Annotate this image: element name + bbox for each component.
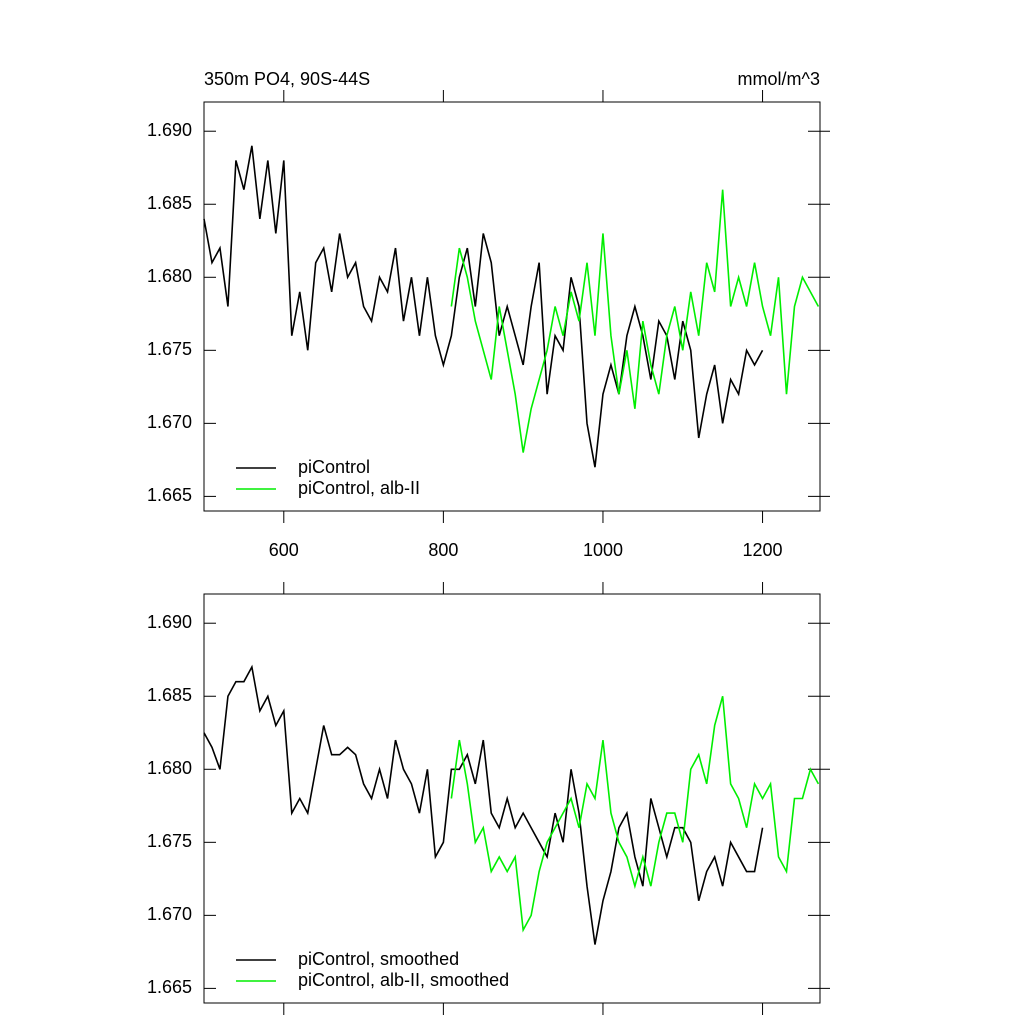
y-tick-label: 1.675 bbox=[147, 831, 192, 851]
y-tick-label: 1.680 bbox=[147, 758, 192, 778]
y-tick-label: 1.685 bbox=[147, 193, 192, 213]
x-tick-label: 1200 bbox=[743, 540, 783, 560]
x-tick-label: 1000 bbox=[583, 540, 623, 560]
x-tick-label: 600 bbox=[269, 540, 299, 560]
units-label: mmol/m^3 bbox=[738, 69, 820, 89]
y-tick-label: 1.675 bbox=[147, 339, 192, 359]
x-tick-label: 800 bbox=[428, 540, 458, 560]
y-tick-label: 1.665 bbox=[147, 977, 192, 997]
plot-frame bbox=[203, 101, 821, 512]
y-tick-label: 1.685 bbox=[147, 685, 192, 705]
plot-frame bbox=[203, 593, 821, 1004]
data-line bbox=[450, 696, 820, 933]
y-tick-label: 1.670 bbox=[147, 904, 192, 924]
y-tick-label: 1.690 bbox=[147, 120, 192, 140]
data-line bbox=[450, 189, 820, 453]
y-tick-label: 1.680 bbox=[147, 266, 192, 286]
legend-label: piControl, alb-II bbox=[298, 478, 420, 498]
legend-label: piControl, alb-II, smoothed bbox=[298, 970, 509, 990]
y-tick-label: 1.670 bbox=[147, 412, 192, 432]
y-tick-label: 1.690 bbox=[147, 612, 192, 632]
data-line bbox=[203, 145, 764, 468]
legend-label: piControl, smoothed bbox=[298, 949, 459, 969]
legend-label: piControl bbox=[298, 457, 370, 477]
y-tick-label: 1.665 bbox=[147, 485, 192, 505]
chart-title: 350m PO4, 90S-44S bbox=[204, 69, 370, 89]
data-line bbox=[203, 664, 764, 945]
